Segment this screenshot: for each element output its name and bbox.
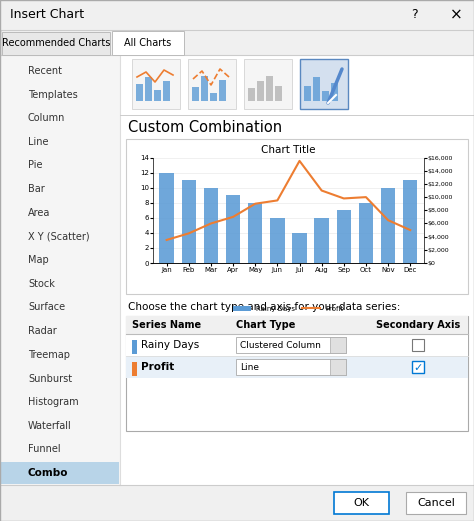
Bar [226, 195, 240, 263]
Text: Profit: Profit [141, 362, 174, 372]
Bar [210, 93, 217, 101]
Bar [1, 462, 119, 484]
Bar [330, 337, 346, 353]
Bar [112, 31, 184, 55]
Bar [236, 359, 346, 375]
Text: Combo: Combo [28, 468, 69, 478]
Bar [313, 77, 320, 101]
Bar [126, 316, 468, 334]
Bar [359, 203, 373, 263]
Bar [120, 55, 474, 485]
Bar [322, 91, 329, 101]
Text: Pie: Pie [28, 160, 43, 170]
Text: Area: Area [28, 208, 50, 218]
Bar [154, 90, 161, 101]
Bar [219, 80, 226, 101]
Bar [248, 89, 255, 101]
Text: X Y (Scatter): X Y (Scatter) [28, 231, 90, 242]
Text: All Charts: All Charts [124, 39, 172, 48]
Bar [0, 55, 120, 485]
Bar [304, 85, 311, 101]
Text: Custom Combination: Custom Combination [128, 120, 282, 135]
Text: Bar: Bar [28, 184, 45, 194]
Text: Treemap: Treemap [28, 350, 70, 360]
Text: ×: × [450, 7, 462, 22]
Bar [159, 172, 174, 263]
Bar [126, 139, 468, 294]
Bar [132, 59, 180, 109]
Bar [403, 180, 418, 263]
Text: Clustered Column: Clustered Column [240, 341, 321, 350]
Bar [412, 361, 424, 373]
Bar [188, 59, 236, 109]
Text: Choose the chart type and axis for your data series:: Choose the chart type and axis for your … [128, 302, 401, 312]
Text: ▾: ▾ [336, 363, 340, 373]
Bar [2, 32, 110, 55]
Text: Cancel: Cancel [417, 498, 455, 508]
Bar [236, 337, 346, 353]
Bar [257, 81, 264, 101]
Text: ?: ? [410, 8, 417, 21]
Bar [314, 218, 329, 263]
Text: Column: Column [28, 113, 65, 123]
Text: Templates: Templates [28, 90, 78, 100]
Text: Radar: Radar [28, 326, 57, 336]
Bar [337, 210, 351, 263]
Bar [275, 85, 282, 101]
Text: Secondary Axis: Secondary Axis [376, 320, 460, 330]
Text: Histogram: Histogram [28, 397, 79, 407]
Text: ▾: ▾ [336, 341, 340, 351]
Bar [192, 87, 199, 101]
Bar [182, 180, 196, 263]
Text: Recent: Recent [28, 66, 62, 76]
Bar [145, 77, 152, 101]
Text: Waterfall: Waterfall [28, 421, 72, 431]
Bar [204, 188, 218, 263]
Bar [248, 203, 263, 263]
Bar [330, 359, 346, 375]
Bar [132, 362, 137, 376]
Bar [163, 81, 170, 101]
Legend: Rainy Days, Profit: Rainy Days, Profit [231, 303, 346, 314]
Text: Funnel: Funnel [28, 444, 61, 454]
Text: Sunburst: Sunburst [28, 374, 72, 383]
Text: OK: OK [354, 498, 370, 508]
Text: Series Name: Series Name [132, 320, 201, 330]
Bar [406, 492, 466, 514]
Bar [0, 0, 474, 30]
Text: Map: Map [28, 255, 49, 265]
Bar [300, 59, 348, 109]
Bar [266, 76, 273, 101]
Title: Chart Title: Chart Title [261, 145, 316, 155]
Text: ✓: ✓ [413, 363, 423, 373]
Bar [201, 76, 208, 101]
Bar [244, 59, 292, 109]
Text: Chart Type: Chart Type [236, 320, 295, 330]
Bar [270, 218, 284, 263]
Bar [126, 316, 468, 431]
Bar [334, 492, 389, 514]
Text: Line: Line [240, 363, 259, 371]
Bar [381, 188, 395, 263]
Bar [292, 233, 307, 263]
Bar [132, 340, 137, 354]
Bar [126, 356, 468, 378]
Bar [331, 83, 338, 101]
Bar [126, 334, 468, 356]
Bar [412, 339, 424, 351]
Text: Rainy Days: Rainy Days [141, 340, 199, 350]
Text: Recommended Charts: Recommended Charts [2, 39, 110, 48]
Bar [0, 485, 474, 521]
Text: Stock: Stock [28, 279, 55, 289]
Text: Line: Line [28, 137, 48, 147]
Text: Surface: Surface [28, 303, 65, 313]
Bar [136, 84, 143, 101]
Text: Insert Chart: Insert Chart [10, 8, 84, 21]
